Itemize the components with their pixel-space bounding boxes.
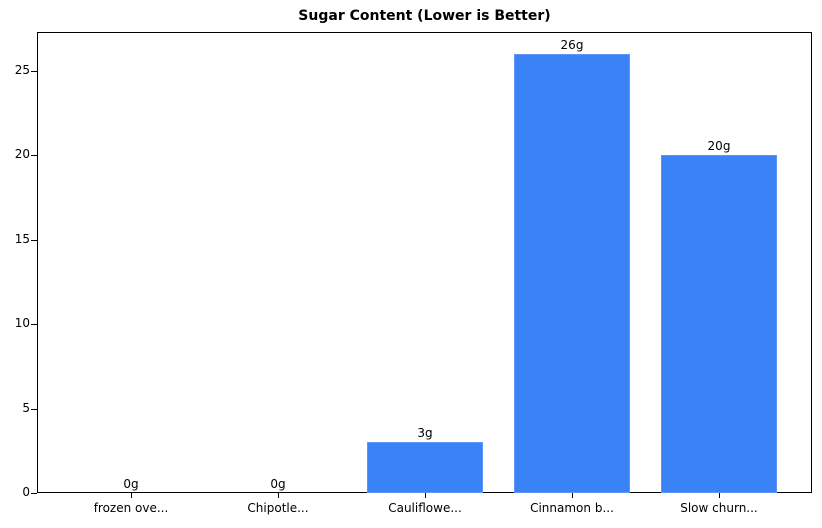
y-tick xyxy=(31,324,37,325)
y-tick xyxy=(31,155,37,156)
x-tick xyxy=(572,493,573,498)
y-tick xyxy=(31,240,37,241)
y-tick xyxy=(31,409,37,410)
y-tick-label: 15 xyxy=(14,232,30,246)
y-tick xyxy=(31,71,37,72)
bar xyxy=(514,53,630,493)
x-tick-label: Cauliflowe... xyxy=(388,501,462,515)
y-tick-label: 25 xyxy=(14,63,30,77)
x-tick-label: Chipotle... xyxy=(247,501,309,515)
y-tick xyxy=(31,493,37,494)
x-tick-label: Cinnamon b... xyxy=(530,501,614,515)
x-tick xyxy=(719,493,720,498)
x-tick xyxy=(278,493,279,498)
bar-value-label: 3g xyxy=(417,426,433,441)
bar-value-label: 0g xyxy=(270,477,286,491)
bar-value-label: 0g xyxy=(123,477,139,491)
bar xyxy=(367,442,483,493)
y-tick-label: 20 xyxy=(14,147,30,161)
x-tick-label: frozen ove... xyxy=(93,501,169,515)
x-tick xyxy=(425,493,426,498)
x-tick xyxy=(131,493,132,498)
y-tick-label: 5 xyxy=(22,401,30,415)
y-tick-label: 10 xyxy=(14,316,30,330)
bar xyxy=(661,155,777,493)
bar-value-label: 26g xyxy=(560,37,584,52)
x-tick-label: Slow churn... xyxy=(680,501,758,515)
chart-title: Sugar Content (Lower is Better) xyxy=(298,8,551,24)
bar-value-label: 20g xyxy=(707,139,731,154)
y-tick-label: 0 xyxy=(22,485,30,499)
